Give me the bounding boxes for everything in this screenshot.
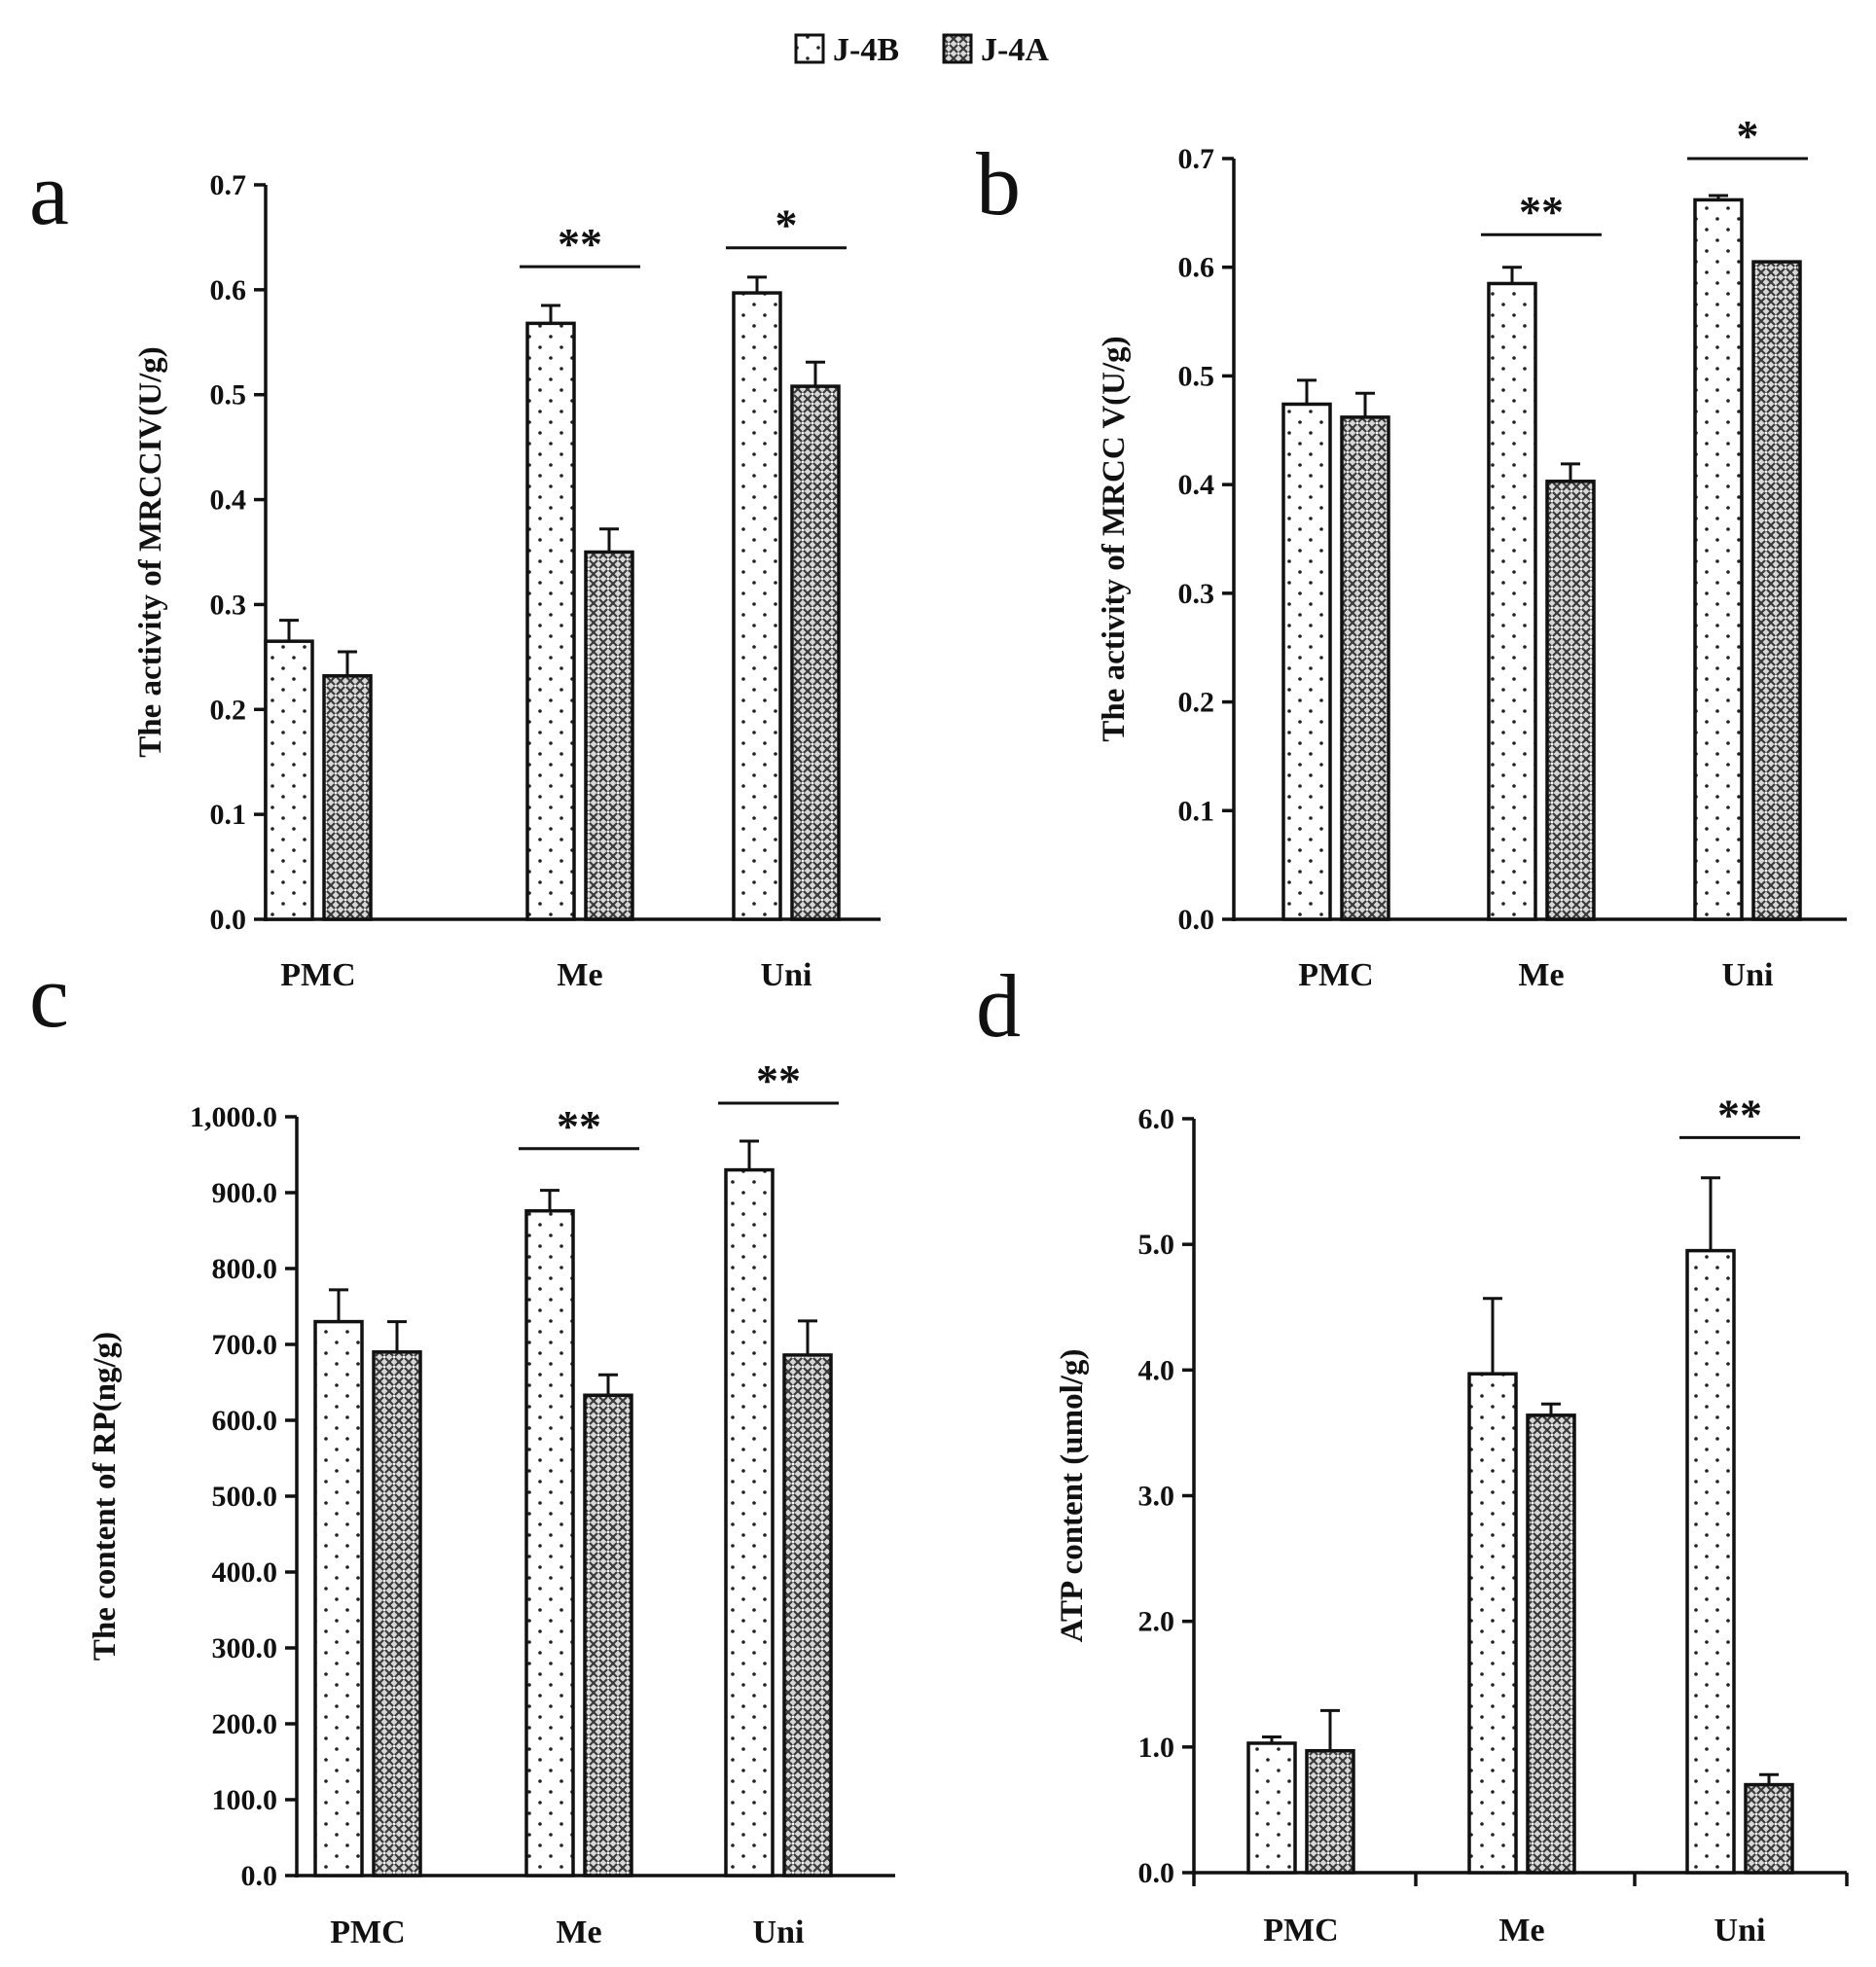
x-category-label: Me — [1518, 957, 1564, 993]
y-tick-label: 3.0 — [1138, 1481, 1175, 1513]
significance-marker: ** — [557, 1101, 601, 1151]
panel-a: a 0.0 0.1 0.2 0.3 0.4 0.5 0.6 0.7 The activity of… — [29, 144, 881, 993]
y-tick-label: 0.1 — [210, 799, 247, 831]
y-tick-label: 600.0 — [212, 1405, 278, 1437]
bar-j-4b-pmc — [1281, 402, 1332, 921]
significance-marker: ** — [558, 219, 602, 268]
y-tick-label: 100.0 — [212, 1784, 278, 1816]
panel-letter: d — [976, 956, 1021, 1055]
bar-j-4a-pmc — [322, 674, 373, 921]
y-tick-label: 5.0 — [1138, 1229, 1175, 1261]
panel-letter: c — [29, 947, 69, 1046]
y-tick-label: 0.7 — [210, 169, 247, 201]
x-category-label: Uni — [1722, 957, 1774, 993]
x-category-label: PMC — [1298, 957, 1373, 993]
y-tick-label: 0.1 — [1178, 795, 1215, 827]
panel-letter: a — [29, 144, 69, 243]
significance-marker: * — [776, 200, 798, 250]
y-tick-label: 0.5 — [210, 379, 247, 411]
x-category-label: PMC — [1263, 1913, 1338, 1949]
significance-marker: ** — [756, 1055, 801, 1105]
y-tick-label: 0.3 — [1178, 578, 1215, 610]
y-tick-label: 0.0 — [210, 904, 247, 936]
panel-letter: b — [976, 134, 1021, 233]
y-axis-label: The activity of MRCCIV(U/g) — [133, 346, 168, 758]
y-tick-label: 0.4 — [1178, 469, 1215, 501]
panel-b: b 0.0 0.1 0.2 0.3 0.4 0.5 0.6 0.7 The activity of… — [976, 111, 1847, 993]
bar-j-4b-me — [525, 321, 576, 921]
legend: J-4B J-4A — [794, 32, 1049, 68]
bar-j-4b-pmc — [1246, 1741, 1297, 1875]
bar-j-4a-me — [583, 1393, 633, 1878]
y-axis-label: ATP content (umol/g) — [1055, 1349, 1090, 1643]
bar-j-4b-me — [524, 1208, 575, 1878]
legend-label-j4b: J-4B — [833, 32, 899, 68]
y-tick-label: 0.7 — [1178, 143, 1215, 175]
y-tick-label: 200.0 — [212, 1708, 278, 1740]
legend-swatch-j4b — [794, 33, 825, 64]
bar-j-4b-uni — [724, 1167, 775, 1878]
bar-j-4a-pmc — [372, 1350, 422, 1878]
bar-j-4b-uni — [1693, 197, 1744, 921]
x-category-label: PMC — [280, 957, 355, 993]
y-axis-label: The activity of MRCC V(U/g) — [1097, 336, 1132, 741]
y-tick-label: 0.5 — [1178, 360, 1215, 392]
legend-label-j4a: J-4A — [981, 32, 1049, 68]
y-tick-label: 1,000.0 — [190, 1101, 277, 1133]
y-tick-label: 800.0 — [212, 1253, 278, 1285]
y-tick-label: 500.0 — [212, 1481, 278, 1513]
y-tick-label: 1.0 — [1138, 1732, 1175, 1764]
panel-d: d 0.0 1.0 2.0 3.0 4.0 5.0 6.0 ATP content (umol/… — [976, 956, 1849, 1949]
bar-j-4b-me — [1487, 281, 1537, 921]
y-tick-label: 900.0 — [212, 1177, 278, 1209]
bar-j-4a-me — [1545, 480, 1596, 921]
y-tick-label: 0.0 — [241, 1860, 278, 1892]
y-tick-label: 0.4 — [210, 484, 247, 517]
y-tick-label: 4.0 — [1138, 1354, 1175, 1386]
y-tick-label: 0.6 — [1178, 252, 1215, 284]
bar-j-4b-uni — [732, 291, 782, 921]
bar-j-4b-pmc — [264, 639, 314, 921]
bar-j-4a-pmc — [1340, 415, 1390, 921]
y-tick-label: 400.0 — [212, 1556, 278, 1589]
bar-j-4a-uni — [782, 1353, 833, 1878]
y-tick-label: 2.0 — [1138, 1606, 1175, 1638]
y-tick-label: 0.2 — [1178, 687, 1215, 719]
bar-j-4a-uni — [790, 384, 841, 921]
bar-j-4b-uni — [1685, 1248, 1736, 1875]
significance-marker: ** — [1519, 187, 1564, 236]
x-category-label: Uni — [753, 1914, 805, 1950]
y-axis-label: The content of RP(ng/g) — [88, 1332, 123, 1661]
y-tick-label: 300.0 — [212, 1632, 278, 1664]
y-tick-label: 0.3 — [210, 589, 247, 621]
y-tick-label: 0.2 — [210, 694, 247, 726]
x-category-label: Uni — [761, 957, 812, 993]
bar-j-4a-uni — [1744, 1782, 1794, 1875]
x-category-label: Uni — [1714, 1913, 1766, 1949]
x-category-label: Me — [556, 1914, 601, 1950]
bar-j-4a-uni — [1751, 260, 1802, 921]
y-tick-label: 0.0 — [1178, 904, 1215, 936]
x-category-label: Me — [557, 957, 602, 993]
bar-j-4a-me — [1526, 1413, 1576, 1875]
bar-j-4a-me — [584, 550, 634, 921]
legend-swatch-j4a — [942, 33, 973, 64]
x-category-label: PMC — [330, 1914, 405, 1950]
significance-marker: * — [1737, 111, 1759, 161]
significance-marker: ** — [1717, 1090, 1762, 1139]
bar-j-4b-me — [1467, 1372, 1518, 1875]
bar-j-4a-pmc — [1305, 1748, 1355, 1875]
y-tick-label: 700.0 — [212, 1329, 278, 1361]
y-tick-label: 6.0 — [1138, 1103, 1175, 1135]
y-tick-label: 0.0 — [1138, 1857, 1175, 1889]
y-tick-label: 0.6 — [210, 274, 247, 306]
bar-j-4b-pmc — [313, 1319, 364, 1878]
panel-c: c 0.0 100.0 200.0 300.0 400.0 500.0 600.0 700.0 8… — [29, 947, 895, 1950]
x-category-label: Me — [1498, 1913, 1544, 1949]
